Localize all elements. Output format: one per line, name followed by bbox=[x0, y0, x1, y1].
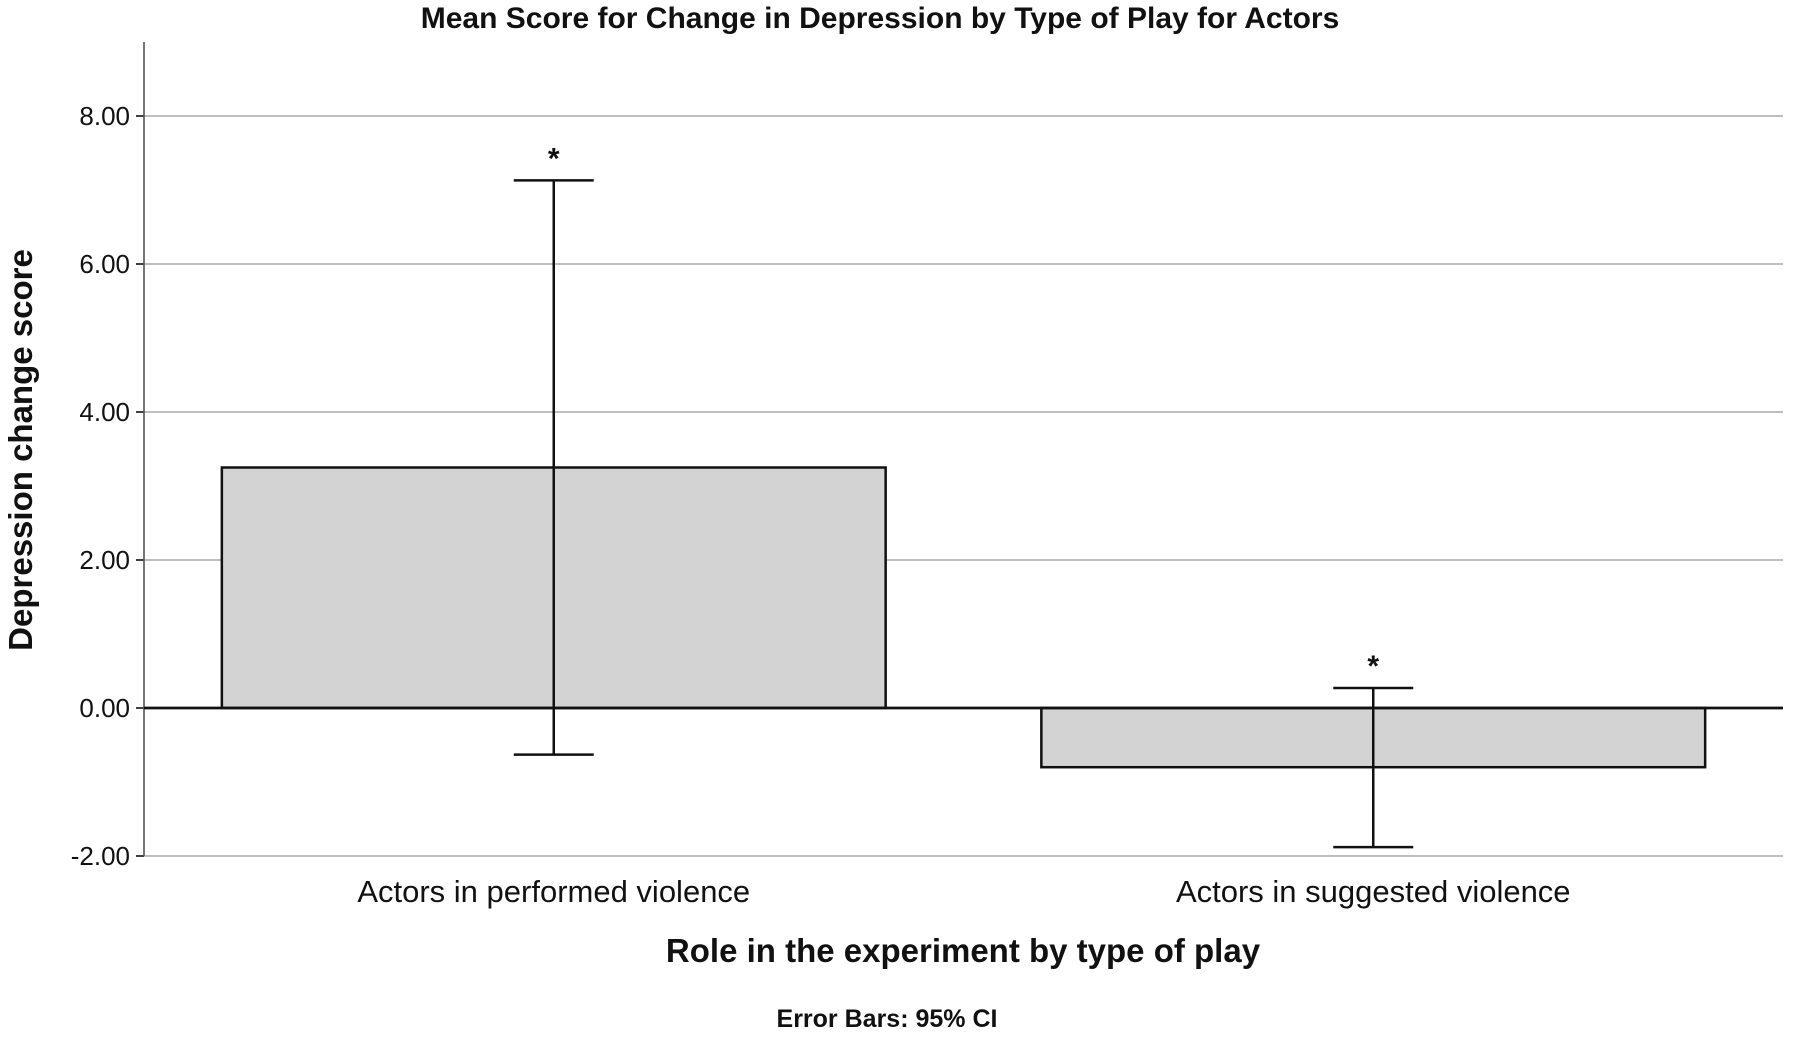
plot-area: -2.00 0.00 2.00 4.00 6.00 8.00 * Actors in perf… bbox=[71, 42, 1783, 909]
significance-marker: * bbox=[1367, 650, 1379, 683]
error-bars-note: Error Bars: 95% CI bbox=[777, 1005, 998, 1033]
significance-marker: * bbox=[548, 142, 560, 175]
y-tick-label: -2.00 bbox=[71, 841, 130, 871]
x-axis-label: Role in the experiment by type of play bbox=[666, 932, 1261, 969]
y-tick-label: 0.00 bbox=[79, 693, 130, 723]
y-tick-label: 4.00 bbox=[79, 397, 130, 427]
chart-title: Mean Score for Change in Depression by T… bbox=[421, 2, 1340, 35]
y-tick-label: 6.00 bbox=[79, 249, 130, 279]
y-tick-label: 8.00 bbox=[79, 101, 130, 131]
y-axis-label: Depression change score bbox=[2, 249, 39, 651]
x-category-label: Actors in performed violence bbox=[357, 874, 750, 909]
y-tick-label: 2.00 bbox=[79, 545, 130, 575]
x-category-label: Actors in suggested violence bbox=[1176, 874, 1571, 909]
